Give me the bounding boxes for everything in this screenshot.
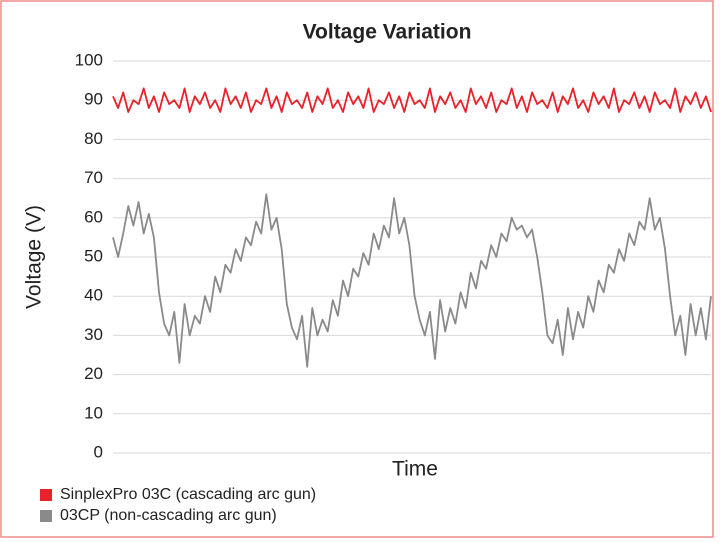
y-tick-label: 60 xyxy=(84,207,103,226)
chart-title: Voltage Variation xyxy=(303,21,472,44)
y-tick-label: 70 xyxy=(84,168,103,187)
y-tick-label: 0 xyxy=(94,442,103,461)
legend-label: SinplexPro 03C (cascading arc gun) xyxy=(60,486,316,503)
y-axis-label: Voltage (V) xyxy=(23,205,46,309)
series-line xyxy=(112,193,712,368)
y-tick-label: 100 xyxy=(75,50,103,69)
y-tick-label: 40 xyxy=(84,286,103,305)
legend-swatch xyxy=(40,489,52,501)
y-tick-label: 20 xyxy=(84,364,103,383)
y-tick-label: 50 xyxy=(84,246,103,265)
x-axis-label: Time xyxy=(392,458,438,481)
legend-swatch xyxy=(40,510,52,522)
series-line xyxy=(112,87,712,113)
y-tick-label: 10 xyxy=(84,403,103,422)
y-tick-label: 80 xyxy=(84,129,103,148)
y-tick-label: 30 xyxy=(84,325,103,344)
legend-label: 03CP (non-cascading arc gun) xyxy=(60,507,277,524)
y-tick-label: 90 xyxy=(84,90,103,109)
